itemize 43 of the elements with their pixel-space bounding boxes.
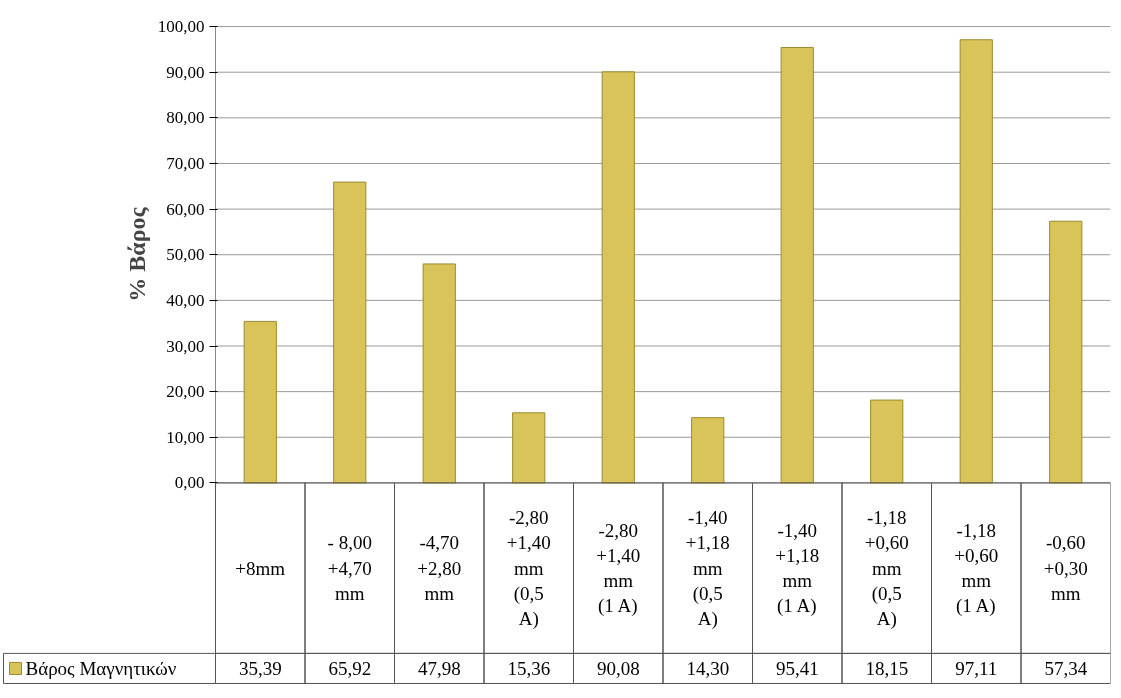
bar [512, 412, 546, 484]
y-axis-title: % Βάρος [123, 206, 150, 302]
y-tick-label: 10,00 [166, 427, 205, 447]
data-label: 47,98 [417, 657, 461, 679]
bar [691, 417, 725, 484]
data-label: 57,34 [1044, 657, 1088, 679]
y-tick-label: 90,00 [166, 62, 205, 82]
legend-label: Βάρος Μαγνητικών [25, 657, 177, 679]
data-label: 65,92 [328, 657, 372, 679]
y-tick-label: 0,00 [174, 473, 205, 493]
y-tick-label: 60,00 [166, 199, 205, 219]
data-label: 95,41 [775, 657, 819, 679]
y-tick-label: 100,00 [157, 17, 205, 37]
bar [959, 39, 993, 484]
data-label: 14,30 [686, 657, 730, 679]
data-label: 18,15 [865, 657, 909, 679]
x-tick-label: -1,18 +0,60 mm (1 A) [954, 519, 999, 618]
y-tick-label: 40,00 [166, 290, 205, 310]
bar [422, 263, 456, 484]
bar [243, 320, 277, 484]
x-tick-label: - 8,00 +4,70 mm [327, 532, 372, 604]
y-tick-label: 50,00 [166, 245, 205, 265]
bar [333, 181, 367, 484]
x-tick-label: -4,70 +2,80 mm [417, 532, 462, 604]
x-tick-label: -1,40 +1,18 mm (1 A) [775, 519, 820, 618]
x-tick-label: -1,40 +1,18 mm (0,5 A) [685, 507, 730, 631]
data-label: 90,08 [596, 657, 640, 679]
data-label: 15,36 [507, 657, 551, 679]
x-tick-label: -2,80 +1,40 mm (0,5 A) [506, 507, 551, 631]
bar [870, 399, 904, 484]
bar [1049, 220, 1083, 484]
x-tick-label: -1,18 +0,60 mm (0,5 A) [864, 507, 909, 631]
data-label: 97,11 [955, 657, 998, 679]
x-tick-label: -0,60 +0,30 mm [1043, 532, 1088, 604]
y-tick-label: 70,00 [166, 153, 205, 173]
y-tick-label: 80,00 [166, 108, 205, 128]
bar [601, 71, 635, 484]
x-tick-label: -2,80 +1,40 mm (1 A) [596, 519, 641, 618]
x-tick-label: +8mm [235, 557, 286, 579]
bar [780, 47, 814, 484]
y-tick-label: 30,00 [166, 336, 205, 356]
y-tick-label: 20,00 [166, 382, 205, 402]
data-label: 35,39 [238, 657, 282, 679]
